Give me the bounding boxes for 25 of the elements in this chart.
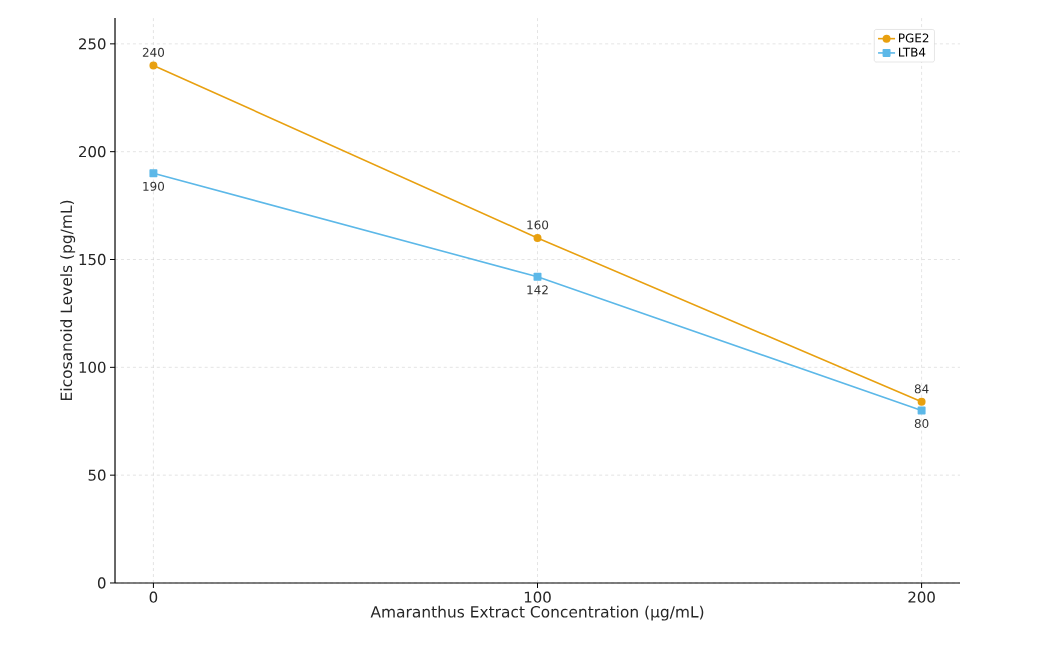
data-label: 84 — [914, 384, 929, 394]
data-label: 142 — [527, 285, 548, 295]
x-axis-title: Amaranthus Extract Concentration (µg/mL) — [370, 605, 704, 621]
data-label: 190 — [143, 181, 165, 191]
point — [149, 169, 158, 178]
x-tick-label: 200 — [908, 591, 935, 603]
legend-label: LTB4 — [899, 47, 926, 57]
legend-label: PGE2 — [899, 33, 929, 43]
y-tick-label: 50 — [88, 469, 106, 481]
x-tick-label: 0 — [149, 591, 158, 603]
data-label: 240 — [142, 47, 165, 57]
point — [917, 397, 926, 406]
y-tick-label: 250 — [79, 38, 106, 50]
y-tick-label: 150 — [79, 253, 106, 266]
y-tick-label: 200 — [79, 146, 106, 158]
y-axis-title: Eicosanoid Levels (pg/mL) — [60, 200, 76, 400]
y-tick-label: 100 — [79, 361, 106, 373]
point — [149, 61, 158, 70]
x-tick-label: 100 — [524, 591, 551, 603]
data-label: 80 — [914, 418, 929, 429]
y-tick-label: 0 — [97, 577, 106, 589]
point — [533, 233, 542, 242]
data-label: 160 — [527, 220, 549, 230]
point — [917, 406, 926, 415]
point — [533, 272, 542, 281]
